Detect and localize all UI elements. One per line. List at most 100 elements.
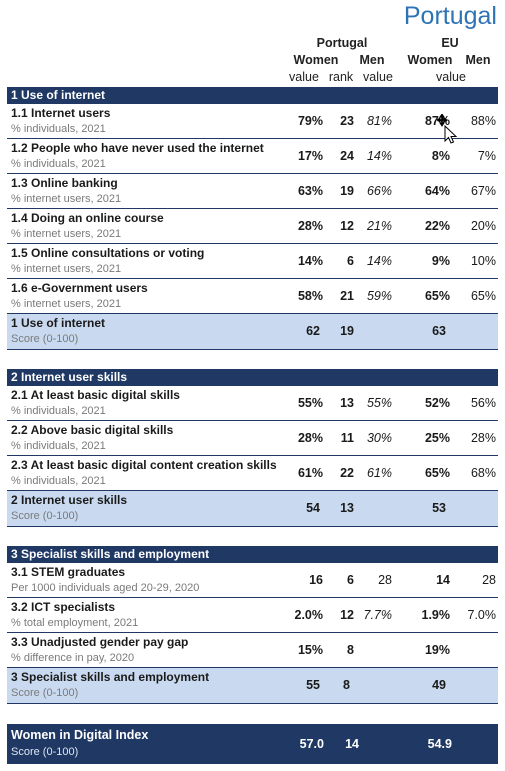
table-row: 1.4 Doing an online course % internet us… (7, 209, 498, 244)
eu-women-value: 8% (431, 149, 450, 163)
portugal-rank: 21 (340, 289, 354, 303)
score-label: 1 Use of internet (11, 316, 106, 330)
portugal-men-value: 30% (366, 431, 392, 445)
indicator-unit: Per 1000 individuals aged 20-29, 2020 (11, 582, 200, 594)
eu-women-value: 65% (424, 466, 450, 480)
portugal-rank: 13 (340, 396, 354, 410)
indicator-label: 1.1 Internet users (11, 106, 111, 120)
table-row: 2.2 Above basic digital skills % individ… (7, 421, 498, 456)
indicator-label: 1.4 Doing an online course (11, 211, 164, 225)
header-value: value (289, 70, 319, 84)
portugal-women-value: 79% (297, 114, 323, 128)
portugal-rank: 6 (347, 254, 354, 268)
portugal-rank: 6 (347, 573, 354, 587)
header-eu: EU (441, 36, 459, 50)
portugal-women-value: 14% (297, 254, 323, 268)
eu-score-value: 53 (432, 501, 446, 515)
table-row: 3.2 ICT specialists % total employment, … (7, 598, 498, 633)
portugal-women-value: 58% (297, 289, 323, 303)
portugal-men-value: 28 (378, 573, 392, 587)
header-portugal: Portugal (316, 36, 368, 50)
score-unit: Score (0-100) (11, 510, 79, 522)
indicator-label: 2.2 Above basic digital skills (11, 423, 174, 437)
portugal-men-value: 14% (366, 149, 392, 163)
table-row: 3.1 STEM graduates Per 1000 individuals … (7, 563, 498, 598)
table-row: 3.3 Unadjusted gender pay gap % differen… (7, 633, 498, 668)
portugal-men-value: 59% (366, 289, 392, 303)
portugal-women-value: 28% (297, 219, 323, 233)
portugal-score-value: 55 (306, 678, 320, 692)
indicator-label: 2.1 At least basic digital skills (11, 388, 180, 402)
table-row: 1.2 People who have never used the inter… (7, 139, 498, 174)
section-header-internet-user-skills: 2 Internet user skills (7, 369, 498, 386)
score-row: 1 Use of internet Score (0-100) 62 19 63 (7, 314, 498, 350)
portugal-men-value: 14% (366, 254, 392, 268)
indicator-label: 2.3 At least basic digital content creat… (11, 458, 277, 472)
portugal-women-value: 16 (309, 573, 323, 587)
eu-women-value: 22% (424, 219, 450, 233)
eu-women-value: 25% (424, 431, 450, 445)
header-eu-value: value (436, 70, 466, 84)
portugal-rank: 24 (340, 149, 354, 163)
eu-women-value: 65% (424, 289, 450, 303)
portugal-women-value: 55% (297, 396, 323, 410)
indicator-label: 3.1 STEM graduates (11, 565, 126, 579)
indicator-label: 1.3 Online banking (11, 176, 118, 190)
indicator-label: 1.5 Online consultations or voting (11, 246, 205, 260)
portugal-rank: 8 (347, 643, 354, 657)
eu-men-value: 68% (470, 466, 496, 480)
eu-women-value: 19% (424, 643, 450, 657)
portugal-rank: 12 (340, 608, 354, 622)
header-women: Women (293, 53, 339, 67)
score-unit: Score (0-100) (11, 333, 79, 345)
eu-men-value: 7.0% (467, 608, 497, 622)
eu-men-value: 10% (470, 254, 496, 268)
eu-men-value: 7% (477, 149, 496, 163)
indicator-unit: % internet users, 2021 (11, 193, 122, 205)
portugal-men-value: 21% (366, 219, 392, 233)
table-row: 2.3 At least basic digital content creat… (7, 456, 498, 491)
table-row: 1.5 Online consultations or voting % int… (7, 244, 498, 279)
indicator-unit: % individuals, 2021 (11, 123, 106, 135)
eu-women-value: 52% (424, 396, 450, 410)
eu-men-value: 28% (470, 431, 496, 445)
score-label: 2 Internet user skills (11, 493, 128, 507)
eu-index-value: 54.9 (427, 737, 452, 751)
score-unit: Score (0-100) (11, 687, 79, 699)
indicator-unit: % internet users, 2021 (11, 263, 122, 275)
indicator-label: 1.2 People who have never used the inter… (11, 141, 264, 155)
eu-men-value: 56% (470, 396, 496, 410)
indicator-unit: % individuals, 2021 (11, 475, 106, 487)
score-row: 2 Internet user skills Score (0-100) 54 … (7, 491, 498, 527)
score-label: 3 Specialist skills and employment (11, 670, 210, 684)
indicator-unit: % individuals, 2021 (11, 405, 106, 417)
table-row: 2.1 At least basic digital skills % indi… (7, 386, 498, 421)
index-unit: Score (0-100) (11, 746, 79, 758)
portugal-score-value: 62 (306, 324, 320, 338)
indicator-unit: % difference in pay, 2020 (11, 652, 135, 664)
section-header-use-of-internet: 1 Use of internet (7, 87, 498, 104)
portugal-index-rank: 14 (345, 737, 359, 751)
eu-women-value: 14 (436, 573, 450, 587)
indicator-label: 3.3 Unadjusted gender pay gap (11, 635, 189, 649)
eu-men-value: 28 (482, 573, 496, 587)
eu-women-value: 64% (424, 184, 450, 198)
index-label: Women in Digital Index (11, 728, 149, 742)
indicator-unit: % internet users, 2021 (11, 298, 122, 310)
portugal-men-value: 55% (366, 396, 392, 410)
indicator-unit: % individuals, 2021 (11, 158, 106, 170)
portugal-women-value: 2.0% (294, 608, 324, 622)
portugal-women-value: 28% (297, 431, 323, 445)
score-row: 3 Specialist skills and employment Score… (7, 668, 498, 704)
eu-men-value: 20% (470, 219, 496, 233)
eu-score-value: 49 (432, 678, 446, 692)
indicator-unit: % individuals, 2021 (11, 440, 106, 452)
portugal-women-value: 61% (297, 466, 323, 480)
indicator-unit: % total employment, 2021 (11, 617, 139, 629)
eu-men-value: 88% (470, 114, 496, 128)
portugal-rank: 11 (340, 431, 354, 445)
portugal-rank: 22 (340, 466, 354, 480)
women-in-digital-index-row: Women in Digital Index Score (0-100) 57.… (7, 724, 498, 764)
portugal-score-value: 54 (306, 501, 320, 515)
portugal-score-rank: 8 (343, 678, 350, 692)
